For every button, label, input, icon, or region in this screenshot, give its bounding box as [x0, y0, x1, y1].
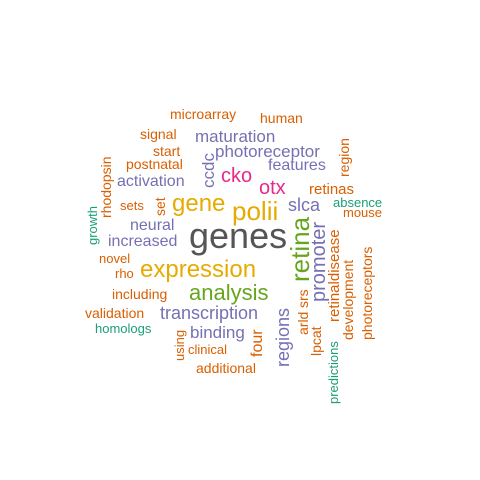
word-activation: activation [117, 173, 185, 190]
word-expression: expression [140, 256, 257, 283]
word-neural: neural [130, 217, 175, 234]
word-analysis: analysis [189, 280, 269, 305]
word-photoreceptor: photoreceptor [215, 142, 320, 161]
word-growth: growth [85, 205, 100, 245]
word-slca: slca [288, 195, 321, 215]
word-otx: otx [259, 177, 286, 199]
word-transcription: transcription [160, 303, 259, 323]
word-novel: novel [99, 251, 131, 266]
word-absence: absence [333, 195, 383, 210]
word-postnatal: postnatal [126, 156, 183, 172]
word-validation: validation [85, 305, 145, 321]
word-sets: sets [120, 198, 144, 213]
word-photoreceptors: photoreceptors [359, 246, 375, 340]
word-srs: srs [295, 289, 311, 308]
word-microarray: microarray [170, 106, 237, 122]
word-retinas: retinas [309, 181, 355, 198]
word-clinical: clinical [188, 342, 228, 357]
word-cko: cko [221, 165, 253, 187]
word-region: region [336, 138, 352, 177]
word-signal: signal [140, 126, 177, 142]
word-four: four [249, 329, 266, 357]
word-regions: regions [273, 307, 293, 367]
word-rhodopsin: rhodopsin [98, 156, 114, 219]
word-predictions: predictions [326, 341, 341, 404]
word-features: features [268, 157, 326, 174]
word-human: human [260, 110, 303, 126]
word-genes: genes [189, 215, 288, 256]
word-including: including [112, 286, 168, 302]
word-ccdc: ccdc [199, 153, 218, 188]
word-start: start [153, 143, 181, 159]
word-set: set [152, 197, 168, 216]
word-increased: increased [108, 233, 178, 250]
word-polii: polii [232, 196, 279, 226]
word-development: development [340, 259, 356, 340]
word-using: using [172, 329, 187, 361]
word-lpcat: lpcat [308, 326, 324, 356]
word-rho: rho [115, 266, 134, 281]
word-maturation: maturation [195, 127, 276, 146]
word-binding: binding [190, 323, 245, 342]
word-homologs: homologs [95, 321, 152, 336]
word-additional: additional [196, 360, 256, 376]
word-gene: gene [172, 190, 226, 217]
word-mouse: mouse [343, 205, 383, 220]
